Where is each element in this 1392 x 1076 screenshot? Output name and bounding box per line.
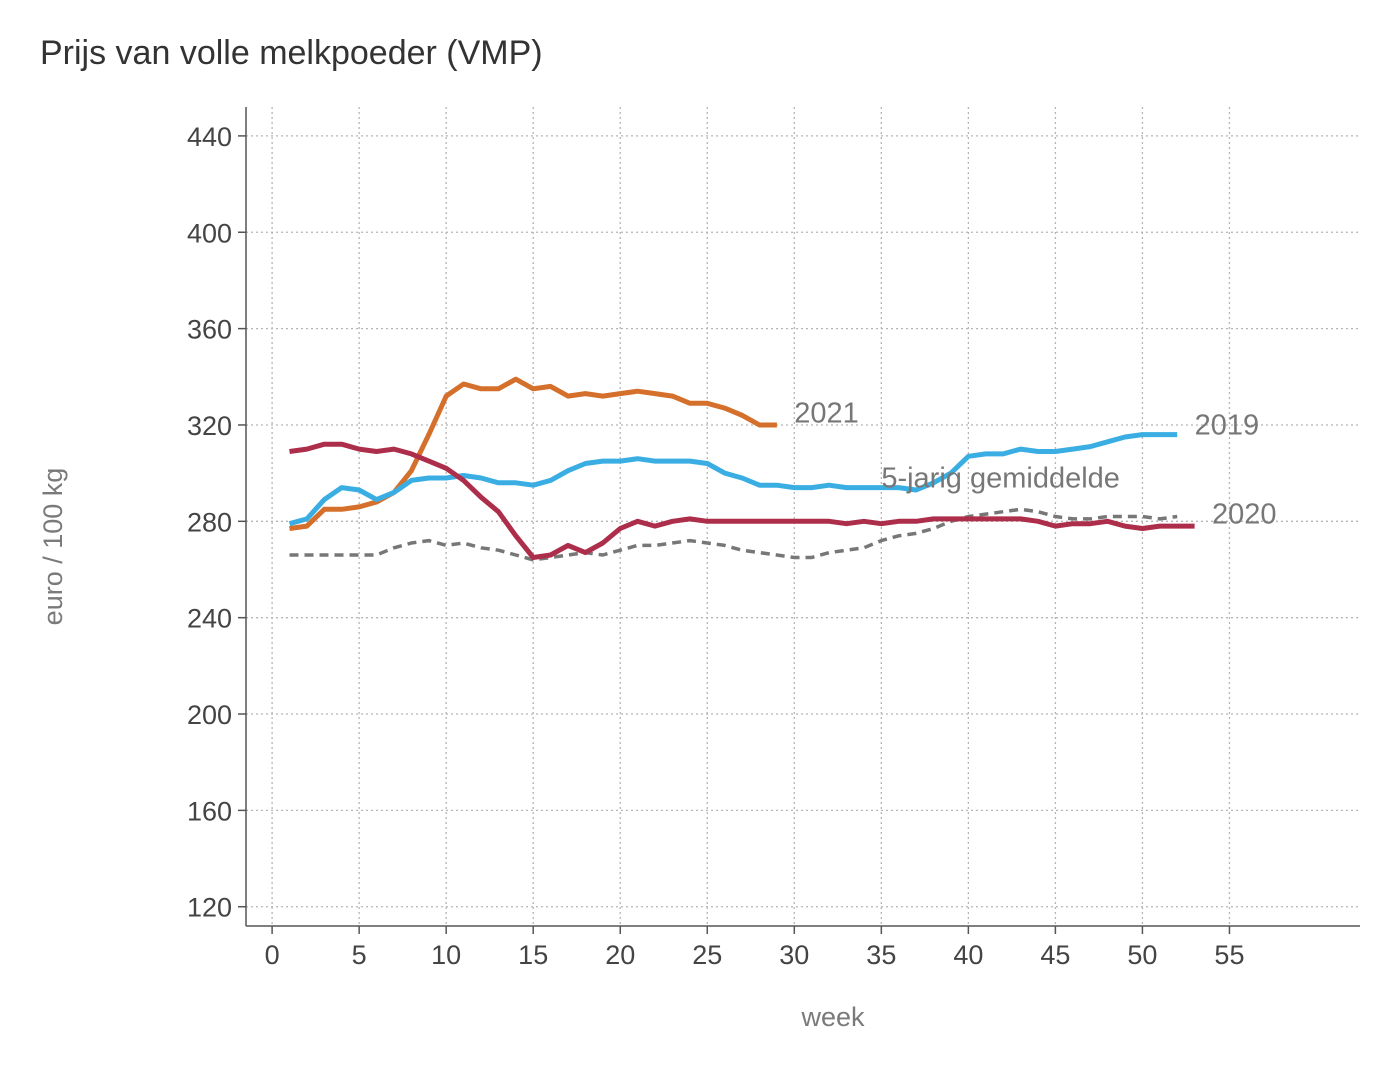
chart-title: Prijs van volle melkpoeder (VMP) bbox=[40, 34, 543, 72]
x-tick-label-20: 20 bbox=[605, 940, 635, 970]
series-line-2019 bbox=[288, 432, 1178, 527]
y-axis-title: euro / 100 kg bbox=[38, 468, 68, 626]
series-line-2020 bbox=[289, 441, 1195, 560]
series-label-2021: 2021 bbox=[794, 398, 859, 430]
series-label-2019: 2019 bbox=[1195, 410, 1260, 442]
series-label-5-jarig-gemiddelde: 5-jarig gemiddelde bbox=[881, 463, 1120, 495]
x-tick-label-55: 55 bbox=[1214, 940, 1244, 970]
y-tick-label-200: 200 bbox=[187, 700, 232, 730]
x-tick-label-30: 30 bbox=[779, 940, 809, 970]
y-tick-label-280: 280 bbox=[187, 507, 232, 537]
axes bbox=[245, 107, 1360, 927]
series-line-5-jarig-gemiddelde bbox=[289, 507, 1178, 562]
y-tick-label-320: 320 bbox=[187, 411, 232, 441]
series-labels: 2021 2019 2020 5-jarig gemiddelde bbox=[794, 398, 1276, 531]
y-tick-label-120: 120 bbox=[187, 893, 232, 923]
x-tick-label-50: 50 bbox=[1127, 940, 1157, 970]
x-tick-label-0: 0 bbox=[265, 940, 280, 970]
y-tick-label-360: 360 bbox=[187, 315, 232, 345]
series-label-2020: 2020 bbox=[1212, 499, 1277, 531]
series-lines bbox=[288, 376, 1195, 562]
gridlines bbox=[246, 107, 1360, 926]
x-tick-label-15: 15 bbox=[518, 940, 548, 970]
tick-labels: 120 160 200 240 280 320 360 400 440 0 5 10 15 20 25 30 3… bbox=[187, 122, 1245, 970]
y-tick-label-440: 440 bbox=[187, 122, 232, 152]
x-tick-label-40: 40 bbox=[953, 940, 983, 970]
x-tick-label-10: 10 bbox=[431, 940, 461, 970]
x-tick-label-25: 25 bbox=[692, 940, 722, 970]
series-line-2021 bbox=[289, 376, 777, 531]
x-axis-title: week bbox=[800, 1002, 865, 1032]
x-tick-label-45: 45 bbox=[1040, 940, 1070, 970]
x-tick-label-5: 5 bbox=[352, 940, 367, 970]
y-tick-label-160: 160 bbox=[187, 796, 232, 826]
y-tick-label-240: 240 bbox=[187, 604, 232, 634]
y-tick-label-400: 400 bbox=[187, 218, 232, 248]
x-tick-label-35: 35 bbox=[866, 940, 896, 970]
